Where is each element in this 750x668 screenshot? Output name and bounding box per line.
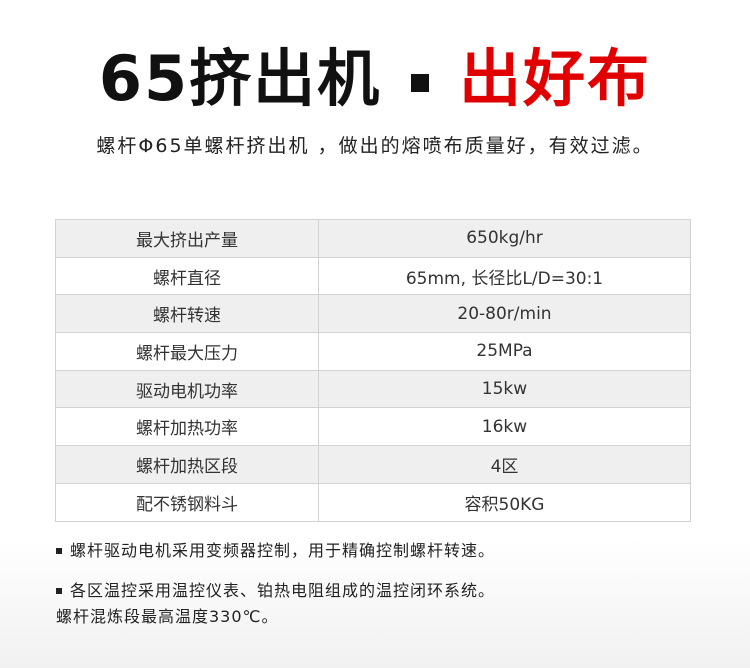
- note-item: 螺杆驱动电机采用变频器控制，用于精确控制螺杆转速。: [56, 538, 495, 564]
- bullet-icon: [56, 588, 62, 594]
- table-row: 螺杆转速 20-80r/min: [55, 294, 691, 334]
- table-row: 螺杆最大压力 25MPa: [55, 332, 691, 371]
- square-bullet-icon: [411, 73, 430, 92]
- spec-value: 4区: [318, 445, 691, 484]
- table-row: 驱动电机功率 15kw: [55, 369, 691, 409]
- subtitle: 螺杆Φ65单螺杆挤出机 ，做出的熔喷布质量好，有效过滤。: [96, 135, 654, 157]
- note-item: 各区温控采用温控仪表、铂热电阻组成的温控闭环系统。螺杆混炼段最高温度330℃。: [56, 578, 495, 630]
- spec-label: 螺杆加热区段: [55, 445, 319, 484]
- spec-label: 最大挤出产量: [55, 219, 319, 258]
- spec-value: 25MPa: [318, 332, 691, 371]
- note-text: 各区温控采用温控仪表、铂热电阻组成的温控闭环系统。: [70, 581, 496, 600]
- title-main: 65挤出机: [98, 42, 382, 115]
- table-row: 螺杆加热区段 4区: [55, 445, 691, 484]
- page-title: 65挤出机 出好布: [0, 28, 750, 118]
- spec-value: 65mm, 长径比L/D=30:1: [318, 256, 691, 296]
- spec-label: 螺杆转速: [55, 294, 319, 334]
- table-row: 螺杆直径 65mm, 长径比L/D=30:1: [55, 256, 691, 296]
- note-text: 螺杆驱动电机采用变频器控制，用于精确控制螺杆转速。: [70, 541, 496, 560]
- spec-label: 螺杆加热功率: [55, 407, 319, 447]
- background: [0, 538, 750, 668]
- spec-value: 650kg/hr: [318, 219, 691, 258]
- spec-label: 配不锈钢料斗: [55, 482, 319, 522]
- note-text: 螺杆混炼段最高温度330℃。: [56, 607, 279, 626]
- spec-value: 20-80r/min: [318, 294, 691, 334]
- notes: 螺杆驱动电机采用变频器控制，用于精确控制螺杆转速。 各区温控采用温控仪表、铂热电…: [56, 538, 495, 644]
- table-row: 配不锈钢料斗 容积50KG: [55, 482, 691, 522]
- spec-value: 16kw: [318, 407, 691, 447]
- table-row: 螺杆加热功率 16kw: [55, 407, 691, 447]
- bullet-icon: [56, 548, 62, 554]
- spec-value: 容积50KG: [318, 482, 691, 522]
- spec-label: 螺杆最大压力: [55, 332, 319, 371]
- spec-value: 15kw: [318, 369, 691, 409]
- table-row: 最大挤出产量 650kg/hr: [55, 219, 691, 258]
- spec-label: 螺杆直径: [55, 256, 319, 296]
- spec-table: 最大挤出产量 650kg/hr 螺杆直径 65mm, 长径比L/D=30:1 螺杆转速 2…: [55, 219, 691, 522]
- title-accent: 出好布: [459, 42, 652, 115]
- spec-label: 驱动电机功率: [55, 369, 319, 409]
